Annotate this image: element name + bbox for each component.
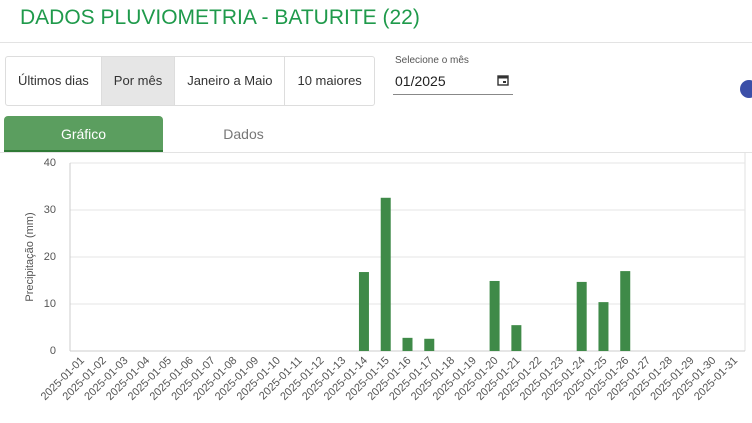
- y-tick-label: 30: [44, 204, 56, 216]
- calendar-icon[interactable]: [497, 74, 509, 86]
- y-tick-label: 10: [44, 298, 56, 310]
- filter-button[interactable]: Últimos dias: [6, 57, 102, 105]
- filter-button[interactable]: 10 maiores: [297, 73, 362, 88]
- chart: Precipitação (mm) 0102030402025-01-01202…: [24, 152, 746, 403]
- button-group: Últimos dias Por mês Janeiro a Maio 10 m…: [5, 56, 375, 106]
- divider: [0, 152, 752, 153]
- input-underline: [393, 94, 513, 95]
- bar: [489, 280, 500, 351]
- month-input[interactable]: 01/2025: [395, 73, 446, 89]
- y-axis-label: Precipitação (mm): [24, 212, 36, 301]
- bar: [358, 272, 369, 351]
- floating-button[interactable]: [740, 80, 752, 98]
- y-tick-label: 20: [44, 251, 56, 263]
- month-label: Selecione o mês: [395, 55, 469, 66]
- bar: [424, 338, 435, 351]
- bar: [402, 337, 413, 351]
- tab[interactable]: Gráfico: [4, 116, 163, 152]
- bar: [380, 197, 391, 351]
- y-tick-label: 0: [50, 345, 56, 357]
- bar: [620, 271, 631, 351]
- page-title: DADOS PLUVIOMETRIA - BATURITE (22): [20, 6, 420, 29]
- filter-button[interactable]: Janeiro a Maio: [175, 57, 286, 105]
- divider: [0, 42, 752, 43]
- filter-button[interactable]: Por mês: [101, 57, 176, 105]
- bar: [576, 281, 587, 351]
- bar: [511, 325, 522, 351]
- y-tick-label: 40: [44, 157, 56, 169]
- bar: [598, 302, 609, 351]
- tab[interactable]: Dados: [223, 126, 264, 142]
